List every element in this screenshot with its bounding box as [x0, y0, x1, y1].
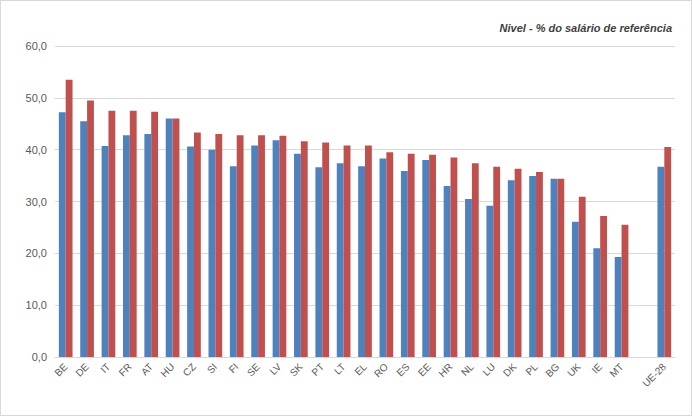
- svg-text:50,0: 50,0: [26, 92, 47, 104]
- svg-text:EE: EE: [416, 361, 433, 378]
- svg-text:40,0: 40,0: [26, 144, 47, 156]
- svg-text:IE: IE: [590, 361, 605, 376]
- svg-text:HR: HR: [436, 361, 454, 379]
- svg-text:NL: NL: [459, 361, 476, 378]
- svg-text:10,0: 10,0: [26, 299, 47, 311]
- svg-text:0,0: 0,0: [32, 351, 47, 363]
- svg-text:EL: EL: [352, 361, 369, 378]
- svg-text:LV: LV: [267, 361, 283, 377]
- svg-text:RO: RO: [372, 361, 391, 380]
- svg-text:UE-28: UE-28: [640, 361, 668, 389]
- svg-text:SK: SK: [288, 361, 305, 378]
- svg-text:20,0: 20,0: [26, 247, 47, 259]
- svg-text:BE: BE: [52, 361, 69, 378]
- svg-text:DE: DE: [73, 361, 91, 379]
- svg-text:BG: BG: [543, 361, 561, 379]
- svg-text:LU: LU: [480, 361, 497, 378]
- svg-text:FR: FR: [117, 361, 134, 378]
- svg-text:ES: ES: [394, 361, 411, 378]
- svg-text:LT: LT: [332, 361, 348, 377]
- svg-text:CZ: CZ: [181, 361, 198, 378]
- svg-text:SE: SE: [245, 361, 262, 378]
- svg-text:60,0: 60,0: [26, 40, 47, 52]
- svg-text:Nivel - % do salário de referê: Nivel - % do salário de referência: [500, 22, 672, 34]
- svg-text:SI: SI: [205, 361, 219, 375]
- svg-text:PT: PT: [309, 361, 326, 378]
- svg-text:30,0: 30,0: [26, 196, 47, 208]
- svg-text:IT: IT: [98, 361, 112, 375]
- svg-text:MT: MT: [607, 361, 625, 379]
- svg-text:HU: HU: [158, 361, 176, 379]
- svg-text:UK: UK: [565, 361, 583, 379]
- svg-text:PL: PL: [524, 361, 541, 378]
- svg-text:FI: FI: [227, 361, 241, 375]
- svg-text:DK: DK: [501, 361, 519, 379]
- svg-text:AT: AT: [139, 361, 155, 377]
